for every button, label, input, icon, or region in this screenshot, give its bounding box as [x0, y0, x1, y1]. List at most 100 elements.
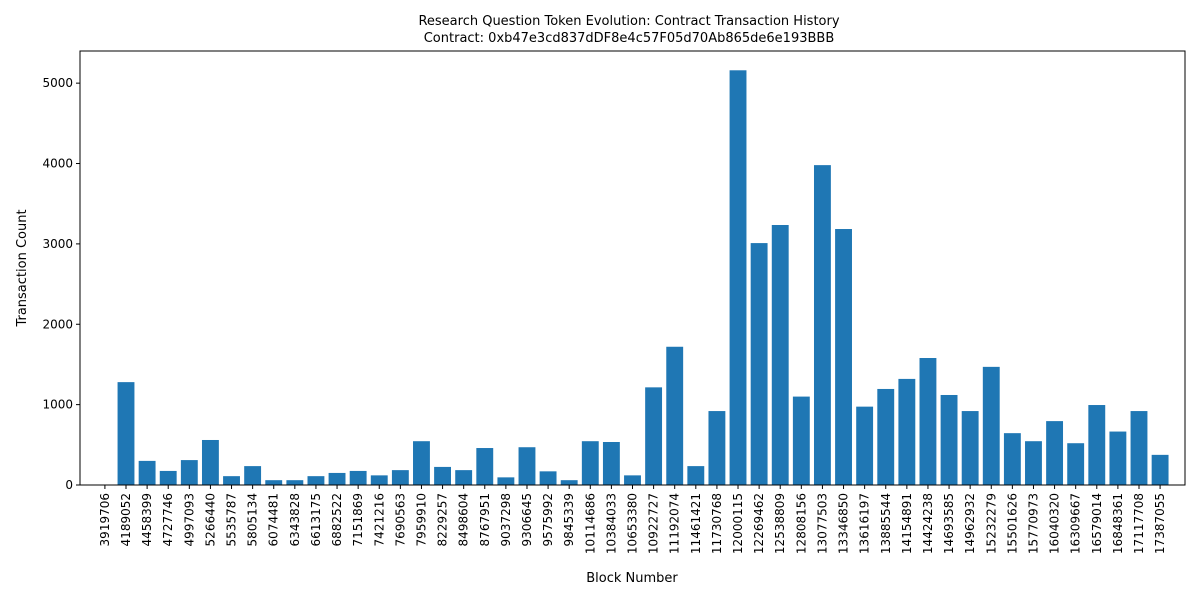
y-tick-label: 4000 [42, 157, 73, 171]
y-tick-label: 0 [65, 478, 73, 492]
bar-17387055 [1151, 454, 1169, 485]
x-tick-label: 13077503 [815, 493, 829, 554]
x-tick-label: 3919706 [98, 493, 112, 546]
bar-13885544 [877, 388, 895, 485]
x-tick-label: 11192074 [668, 493, 682, 554]
x-tick-label: 5266440 [203, 493, 217, 546]
x-tick-label: 7421216 [372, 493, 386, 546]
bars-group [117, 70, 1169, 485]
y-axis-label: Transaction Count [15, 209, 30, 327]
bar-16848361 [1109, 431, 1127, 485]
bar-5535787 [223, 476, 240, 485]
x-tick-label: 12538809 [773, 493, 787, 554]
bar-8767951 [476, 448, 494, 485]
x-tick-label: 7151869 [351, 493, 365, 546]
x-tick-label: 16579014 [1090, 493, 1104, 554]
bar-4458399 [138, 460, 156, 485]
bar-7690563 [391, 470, 409, 485]
bar-14154891 [898, 378, 916, 485]
bar-10922727 [645, 387, 663, 485]
bar-12000115 [729, 70, 747, 485]
x-tick-label: 13346850 [837, 493, 851, 554]
x-tick-label: 10114686 [583, 493, 597, 554]
x-tick-label: 10384033 [604, 493, 618, 554]
x-tick-label: 10653380 [626, 493, 640, 554]
x-tick-label: 9037298 [499, 493, 513, 546]
bar-7421216 [370, 475, 388, 485]
x-tick-label: 4997093 [182, 493, 196, 546]
x-tick-label: 17117708 [1132, 493, 1146, 554]
bar-8498604 [455, 470, 473, 485]
bar-5805134 [244, 466, 262, 485]
bar-10653380 [624, 475, 641, 485]
bar-16309667 [1067, 443, 1085, 485]
bar-16040320 [1046, 421, 1064, 485]
x-tick-label: 4189052 [119, 493, 133, 546]
bar-6613175 [307, 476, 325, 485]
bar-4189052 [117, 382, 135, 485]
bar-7959910 [413, 441, 430, 485]
x-axis-label: Block Number [586, 571, 678, 586]
x-tick-label: 6074481 [267, 493, 281, 546]
chart-title: Research Question Token Evolution: Contr… [418, 14, 839, 29]
x-tick-label: 12269462 [752, 493, 766, 554]
x-tick-label: 12808156 [794, 493, 808, 554]
bar-11461421 [687, 466, 705, 485]
x-tick-label: 7959910 [414, 493, 428, 546]
y-axis-ticks: 0 1000 2000 3000 4000 5000 [42, 76, 80, 492]
bar-12808156 [792, 396, 810, 485]
bar-6882522 [328, 472, 346, 485]
x-tick-label: 14962932 [963, 493, 977, 554]
x-axis-ticks: 3919706 4189052 4458399 4727746 4997093 52664… [98, 485, 1167, 554]
bar-9575992 [539, 471, 557, 485]
bar-17117708 [1130, 411, 1148, 485]
bar-8229257 [434, 466, 451, 485]
x-tick-label: 16848361 [1111, 493, 1125, 554]
x-tick-label: 9575992 [541, 493, 555, 546]
bar-4727746 [159, 470, 177, 485]
bar-14962932 [961, 411, 979, 485]
bar-11192074 [666, 346, 684, 485]
x-tick-label: 12000115 [731, 493, 745, 554]
bar-6074481 [265, 480, 283, 485]
x-tick-label: 13616197 [858, 493, 872, 554]
bar-9037298 [497, 477, 515, 485]
x-tick-label: 5805134 [246, 493, 260, 546]
bar-11730768 [708, 411, 726, 485]
x-tick-label: 11461421 [689, 493, 703, 554]
x-tick-label: 4727746 [161, 493, 175, 546]
x-tick-label: 15232279 [984, 493, 998, 554]
x-tick-label: 14693585 [942, 493, 956, 554]
x-tick-label: 6882522 [330, 493, 344, 546]
y-tick-label: 2000 [42, 317, 73, 331]
bar-13346850 [835, 229, 852, 485]
x-tick-label: 15501626 [1005, 493, 1019, 554]
bar-12269462 [750, 243, 768, 485]
x-tick-label: 14424238 [921, 493, 935, 554]
x-tick-label: 6343828 [288, 493, 302, 546]
bar-13077503 [813, 165, 831, 485]
x-tick-label: 17387055 [1153, 493, 1167, 554]
y-tick-label: 3000 [42, 237, 73, 251]
x-tick-label: 16309667 [1069, 493, 1083, 554]
x-tick-label: 8767951 [478, 493, 492, 546]
x-tick-label: 13885544 [879, 493, 893, 554]
bar-5266440 [201, 439, 219, 485]
bar-9306645 [518, 447, 536, 485]
y-tick-label: 5000 [42, 76, 73, 90]
bar-6343828 [286, 480, 304, 485]
x-tick-label: 16040320 [1048, 493, 1062, 554]
x-tick-label: 14154891 [900, 493, 914, 554]
x-tick-label: 8229257 [436, 493, 450, 546]
x-tick-label: 6613175 [309, 493, 323, 546]
x-tick-label: 9306645 [520, 493, 534, 546]
bar-15232279 [982, 366, 1000, 485]
bar-4997093 [180, 460, 198, 485]
bar-16579014 [1088, 405, 1106, 485]
x-tick-label: 5535787 [225, 493, 239, 546]
x-tick-label: 10922727 [647, 493, 661, 554]
x-tick-label: 9845339 [562, 493, 576, 546]
plot-frame [79, 50, 1186, 486]
bar-9845339 [560, 480, 578, 485]
